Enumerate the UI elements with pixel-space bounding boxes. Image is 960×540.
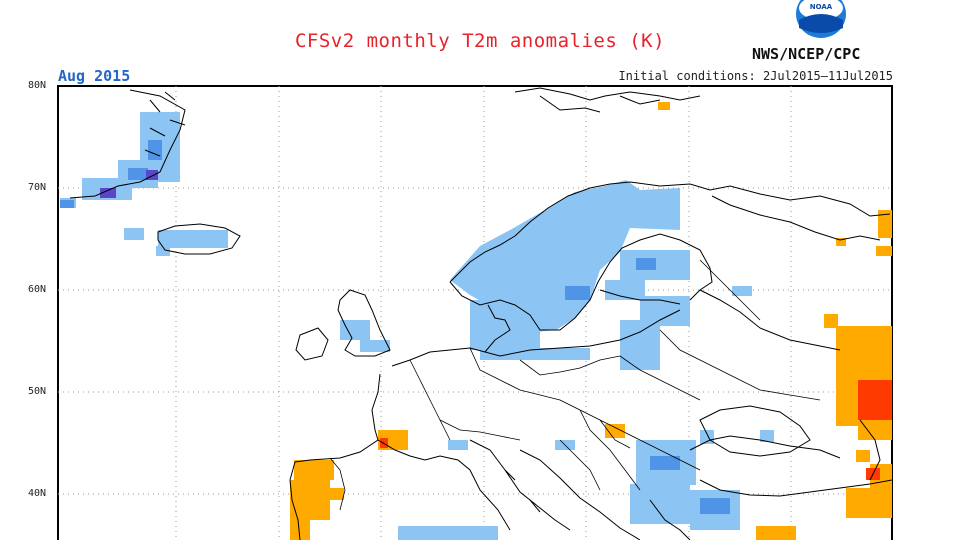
lat-label-60n: 60N xyxy=(28,284,47,295)
agency-label: NWS/NCEP/CPC xyxy=(752,45,861,63)
lat-label-80n: 80N xyxy=(28,80,47,91)
initial-conditions: Initial conditions: 2Jul2015—11Jul2015 xyxy=(618,69,893,83)
borders xyxy=(329,259,821,511)
cool-anomaly-cells-mid xyxy=(60,140,730,514)
cool-anomaly-cells-strong xyxy=(100,170,158,198)
lat-label-40n: 40N xyxy=(28,488,47,499)
chart-title: CFSv2 monthly T2m anomalies (K) xyxy=(294,30,666,52)
lat-label-70n: 70N xyxy=(28,182,47,193)
forecast-period: Aug 2015 xyxy=(58,67,131,85)
noaa-logo: NOAA xyxy=(796,0,846,38)
svg-text:NOAA: NOAA xyxy=(810,3,833,11)
lat-label-50n: 50N xyxy=(28,386,47,397)
coastlines xyxy=(69,87,893,540)
